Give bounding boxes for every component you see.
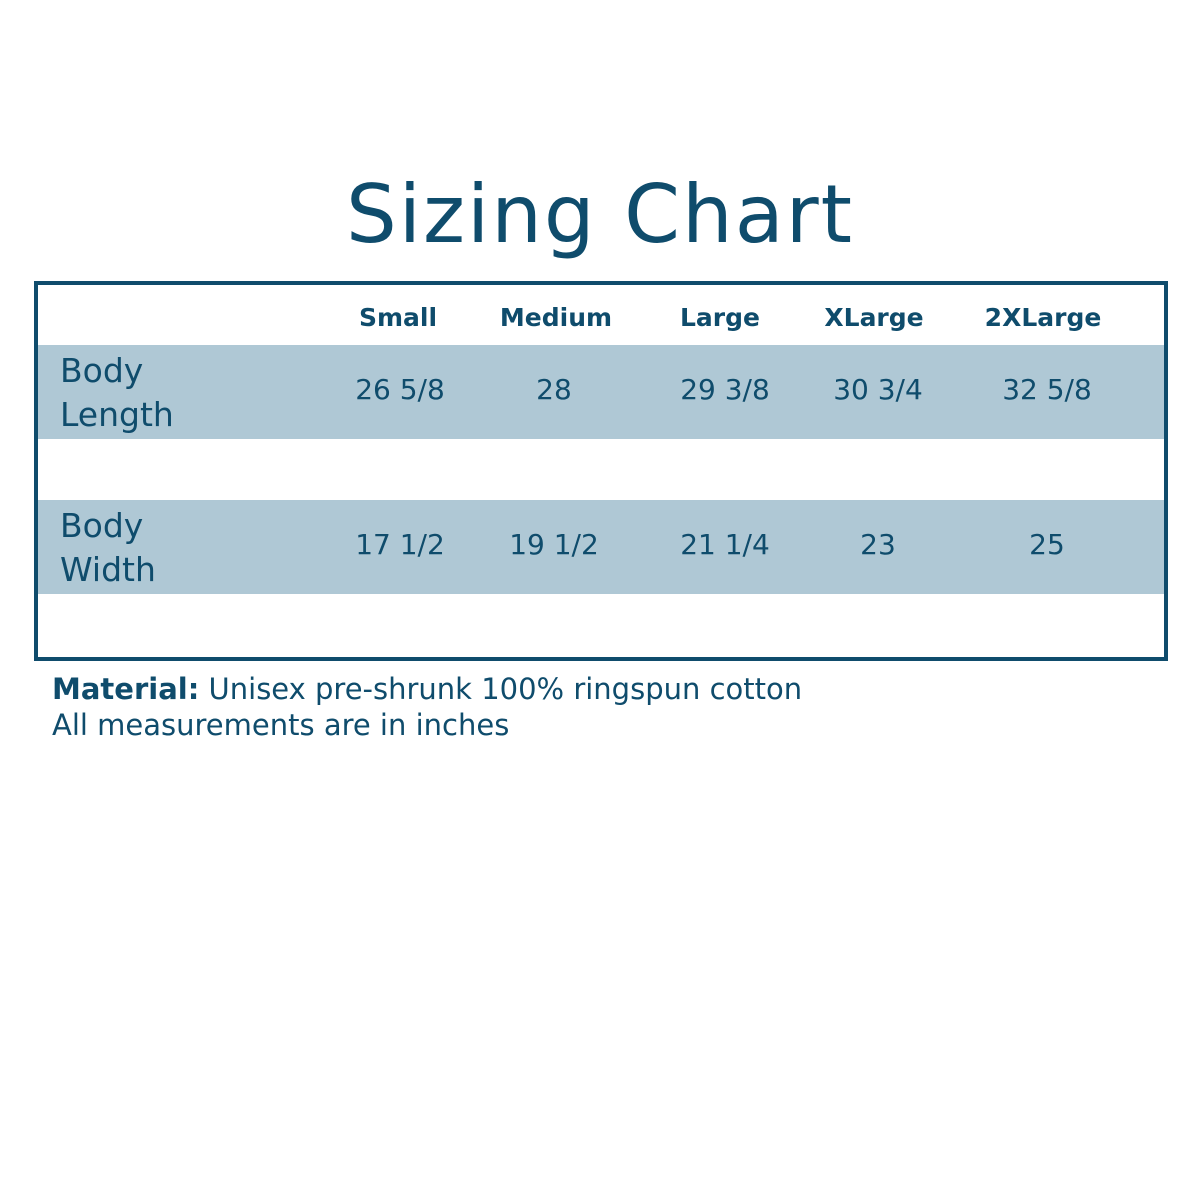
material-note: Material: Unisex pre-shrunk 100% ringspu… (52, 672, 803, 706)
size-header-xlarge: XLarge (824, 303, 924, 332)
table-row-body-width: Body Width 17 1/2 19 1/2 21 1/4 23 25 (38, 500, 1164, 594)
size-header-large: Large (680, 303, 760, 332)
size-header-small: Small (358, 303, 438, 332)
row-label: Body Length (60, 351, 174, 434)
cell: 17 1/2 (355, 528, 445, 561)
cell: 29 3/8 (680, 373, 770, 406)
page-title: Sizing Chart (346, 168, 854, 261)
row-label: Body Width (60, 506, 156, 589)
cell: 25 (1029, 528, 1065, 561)
cell: 23 (860, 528, 896, 561)
size-header-2xlarge: 2XLarge (984, 303, 1102, 332)
cell: 26 5/8 (355, 373, 445, 406)
cell: 32 5/8 (1002, 373, 1092, 406)
cell: 30 3/4 (833, 373, 923, 406)
cell: 28 (536, 373, 572, 406)
table-row-body-length: Body Length 26 5/8 28 29 3/8 30 3/4 32 5/… (38, 345, 1164, 439)
sizing-table: Small Medium Large XLarge 2XLarge Body Le… (34, 281, 1168, 661)
cell: 21 1/4 (680, 528, 770, 561)
units-note: All measurements are in inches (52, 708, 510, 742)
cell: 19 1/2 (509, 528, 599, 561)
size-header-medium: Medium (499, 303, 613, 332)
